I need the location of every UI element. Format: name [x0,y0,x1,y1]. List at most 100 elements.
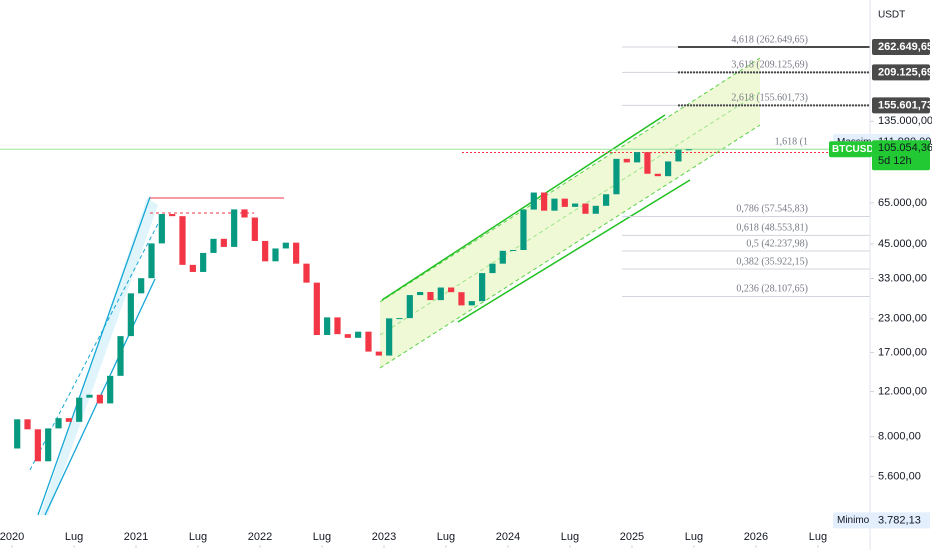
fib-label: 4,618 (262.649,65) [731,34,808,45]
x-tick-label: 2023 [372,531,396,543]
x-tick-label: Lug [189,531,207,543]
candle [169,214,176,217]
last-price-box [872,140,930,171]
candle [365,331,372,352]
fib-label: 3,618 (209.125,69) [731,60,808,71]
candle [396,318,403,320]
candle [510,250,517,252]
x-tick-label: 2026 [744,531,768,543]
candle [96,394,103,404]
green-channel-line [457,179,691,323]
candle [479,273,486,302]
candle [582,203,589,214]
candle [520,209,527,251]
currency-label: USDT [878,10,905,21]
candle [499,250,506,264]
candle [386,318,393,356]
countdown: 5d 12h [878,155,912,167]
candle [14,419,21,449]
candle [675,149,682,162]
candle [685,149,692,151]
candle [355,331,362,338]
candle [200,252,207,272]
symbol-label: BTCUSDT [832,144,880,155]
candle [189,264,196,272]
x-tick-label: 2020 [0,531,24,543]
fib-label: 0,236 (28.107,65) [736,284,808,295]
candle [272,248,279,262]
candle [117,336,124,376]
blue-channel-line [37,196,151,516]
x-tick-label: 2022 [248,531,272,543]
last-price-label: 105.054,36 [878,142,932,154]
x-tick-label: 2021 [124,531,148,543]
extreme-name: Minimo [837,515,870,526]
candle [654,173,661,177]
y-tick-label: 135.000,00 [878,115,932,127]
candle [458,292,465,306]
price-axis [871,0,932,550]
x-tick-label: 2024 [496,531,520,543]
candle [592,205,599,214]
green-channel-dashed [379,124,761,369]
x-tick-label: Lug [809,531,827,543]
fib-label: 0,5 (42.237,98) [746,238,808,249]
candle [437,287,444,301]
fib-label: 0,382 (35.922,15) [736,256,808,267]
candle [148,243,155,279]
candle [241,209,248,218]
candle [613,158,620,195]
candle [86,394,93,398]
plot: 4,618 (262.649,65) 3,618 (209.125,69) 2,61… [0,34,870,548]
price-tag [872,97,930,114]
extreme-box [872,512,930,529]
fib-label: 1,618 (1 [775,137,808,148]
candle [541,192,548,211]
candle [644,152,651,174]
candle [34,429,41,462]
blue-channel-fill [40,198,158,515]
x-tick-label: Lug [65,531,83,543]
candle [179,216,186,265]
candle [303,263,310,283]
y-tick-label: 8.000,00 [878,431,921,443]
fib-label: 2,618 (155.601,73) [731,93,808,104]
candle [293,242,300,264]
y-tick-label: 65.000,00 [878,197,927,209]
blue-channel-dashed [29,219,161,471]
fib-label: 0,786 (57.545,83) [736,204,808,215]
y-tick-label: 12.000,00 [878,385,927,397]
candle [158,214,165,244]
fib-label: 0,618 (48.553,81) [736,223,808,234]
candle [551,198,558,211]
candle [448,287,455,293]
symbol-box [829,141,872,158]
extreme-label: 3.782,13 [878,514,921,526]
candle [138,278,145,294]
candle [489,263,496,274]
extreme-name-box [833,512,873,529]
candle [76,397,83,422]
x-tick-label: Lug [313,531,331,543]
candle [623,158,630,163]
candle [251,217,258,241]
candle [313,282,320,335]
x-tick-label: Lug [437,531,455,543]
candle [468,301,475,306]
candle [417,291,424,296]
candle [282,242,289,249]
candle [530,192,537,210]
candle [45,428,52,462]
candle [561,198,568,207]
candle [344,334,351,338]
green-channel-dashed [379,57,761,303]
candle [24,419,31,430]
x-tick-label: Lug [561,531,579,543]
candle [634,152,641,163]
candle [334,317,341,335]
y-tick-label: 23.000,00 [878,313,927,325]
candle [231,209,238,247]
green-channel-mid [379,91,761,336]
candle [262,240,269,262]
